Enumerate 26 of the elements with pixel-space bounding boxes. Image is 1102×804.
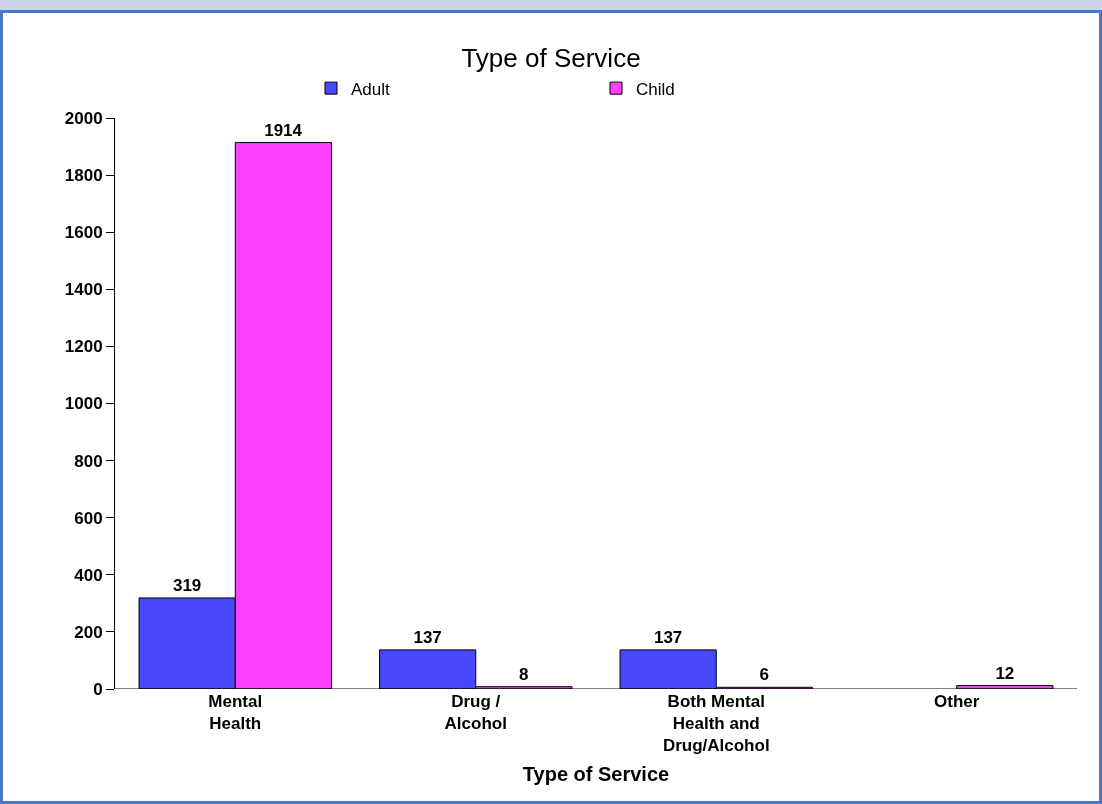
legend-label: Child xyxy=(636,79,675,99)
x-tick-label: Other xyxy=(934,692,980,711)
y-tick-label: 200 xyxy=(74,622,103,642)
x-tick-label: Mental Health xyxy=(208,692,263,734)
data-label: 6 xyxy=(759,665,770,685)
y-tick-label: 1000 xyxy=(64,394,103,414)
y-tick-label: 1600 xyxy=(64,223,103,243)
legend-label: Adult xyxy=(351,79,391,99)
y-tick-label: 600 xyxy=(74,508,103,528)
data-label: 137 xyxy=(653,627,683,647)
data-label: 137 xyxy=(413,627,442,647)
x-tick-label: Both Mental Health and Drug/Alcohol xyxy=(662,692,770,756)
y-tick-label: 1800 xyxy=(64,166,103,186)
y-tick-label: 1400 xyxy=(64,280,103,300)
data-label: 12 xyxy=(995,663,1015,683)
data-label: 1914 xyxy=(264,120,303,140)
y-tick-label: 1200 xyxy=(64,337,103,357)
y-tick-label: 800 xyxy=(74,451,103,471)
x-tick-label: Drug / Alcohol xyxy=(444,692,507,734)
y-tick-label: 0 xyxy=(93,679,103,699)
data-label: 8 xyxy=(519,664,529,684)
y-tick-label: 2000 xyxy=(64,108,103,128)
y-tick-label: 400 xyxy=(74,565,103,585)
data-label: 319 xyxy=(172,575,202,595)
x-axis-title: Type of Service xyxy=(522,762,670,785)
chart-title: Type of Service xyxy=(461,42,641,73)
